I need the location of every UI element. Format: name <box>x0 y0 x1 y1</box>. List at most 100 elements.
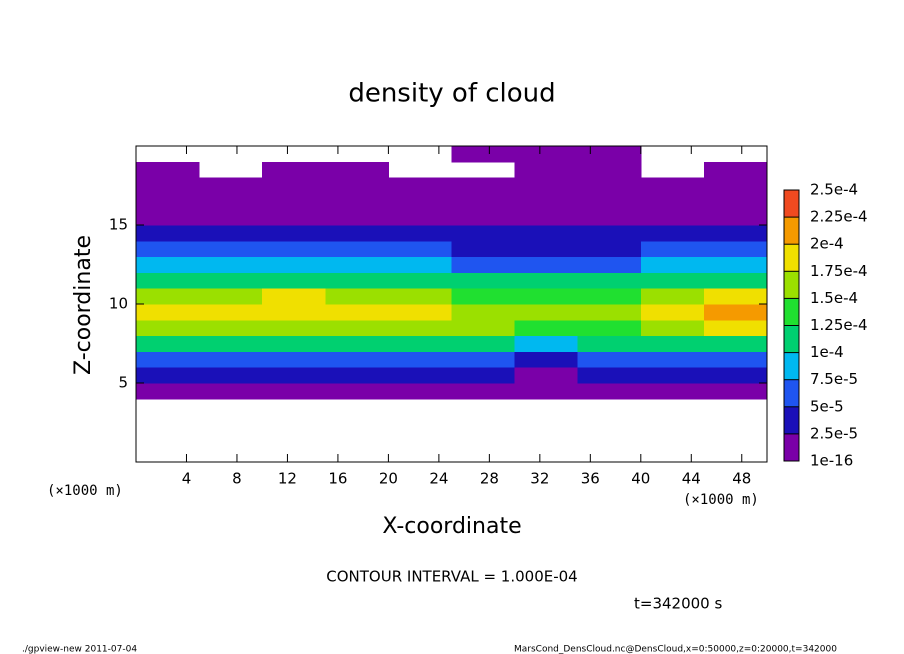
colorbar-swatch <box>784 244 799 272</box>
cell <box>325 209 389 226</box>
cell <box>388 351 452 368</box>
cell <box>325 272 389 289</box>
cell <box>577 193 642 210</box>
colorbar-label: 2.5e-4 <box>810 181 858 199</box>
cell <box>388 383 452 400</box>
cell <box>451 367 516 384</box>
cell <box>325 161 389 179</box>
cell <box>577 272 642 289</box>
footer: MarsCond_DensCloud.nc@DensCloud,x=0:5000… <box>514 645 837 654</box>
cell <box>577 367 642 384</box>
cell <box>514 209 579 226</box>
cell <box>577 225 642 242</box>
cell <box>451 383 516 400</box>
cell <box>388 256 452 273</box>
y-tick-label: 15 <box>109 216 128 234</box>
cell <box>514 225 579 242</box>
x-tick-label: 12 <box>278 470 297 488</box>
cell <box>136 225 200 242</box>
cell <box>451 288 516 305</box>
cell <box>199 383 263 400</box>
cell <box>262 351 326 368</box>
cell <box>640 240 705 258</box>
cell <box>640 351 705 368</box>
cell <box>451 146 516 163</box>
colorbar-label: 7.5e-5 <box>810 370 858 388</box>
cell <box>703 304 768 321</box>
cell <box>577 304 642 321</box>
cell <box>325 225 389 242</box>
cell <box>514 240 579 258</box>
cell <box>325 240 389 258</box>
cell <box>262 177 326 194</box>
cell <box>262 256 326 273</box>
cell <box>577 288 642 305</box>
cell <box>388 240 452 258</box>
cell <box>199 209 263 226</box>
cell <box>136 240 200 258</box>
cell <box>514 193 579 210</box>
cell <box>577 146 642 163</box>
cell <box>451 177 516 194</box>
cell <box>703 351 768 368</box>
cell <box>136 272 200 289</box>
cell <box>451 240 516 258</box>
colorbar-swatch <box>784 298 799 326</box>
cell <box>199 193 263 210</box>
cell <box>325 193 389 210</box>
cell <box>514 288 579 305</box>
cell <box>262 272 326 289</box>
colorbar-swatch <box>784 217 799 245</box>
colorbar-label: 2e-4 <box>810 235 844 253</box>
x-tick-label: 8 <box>232 470 242 488</box>
cell <box>199 351 263 368</box>
footer: ./gpview-new 2011-07-04 <box>22 645 137 654</box>
cell <box>703 335 768 352</box>
x-tick-label: 44 <box>682 470 701 488</box>
cell <box>136 161 200 179</box>
cell <box>577 319 642 337</box>
x-axis-label: X-coordinate <box>382 514 521 539</box>
cell <box>640 209 705 226</box>
colorbar-label: 5e-5 <box>810 397 844 415</box>
cell <box>325 351 389 368</box>
cell <box>514 304 579 321</box>
cell <box>199 288 263 305</box>
cell <box>451 193 516 210</box>
cell <box>262 335 326 352</box>
cell <box>136 335 200 352</box>
cell <box>136 177 200 194</box>
cell <box>640 383 705 400</box>
cell <box>640 304 705 321</box>
cell <box>388 367 452 384</box>
cell <box>451 209 516 226</box>
x-tick-label: 28 <box>480 470 499 488</box>
cell <box>199 240 263 258</box>
cell <box>514 335 579 352</box>
cell <box>136 367 200 384</box>
x-tick-label: 32 <box>530 470 549 488</box>
cell <box>703 256 768 273</box>
cell <box>199 225 263 242</box>
colorbar-swatch <box>784 406 799 434</box>
cell <box>577 256 642 273</box>
cell <box>640 193 705 210</box>
cell <box>388 288 452 305</box>
cell <box>640 225 705 242</box>
cell <box>514 177 579 194</box>
y-tick-label: 5 <box>118 374 128 392</box>
cell <box>640 288 705 305</box>
cell <box>577 161 642 179</box>
cell <box>577 240 642 258</box>
colorbar-label: 1.75e-4 <box>810 262 868 280</box>
x-tick-label: 48 <box>732 470 751 488</box>
cell <box>325 335 389 352</box>
x-unit-label: (×1000 m) <box>47 483 123 499</box>
cell <box>262 193 326 210</box>
cell <box>199 256 263 273</box>
cell <box>199 272 263 289</box>
contour-note: CONTOUR INTERVAL = 1.000E-04 <box>326 568 577 586</box>
cell <box>262 367 326 384</box>
cell <box>136 193 200 210</box>
